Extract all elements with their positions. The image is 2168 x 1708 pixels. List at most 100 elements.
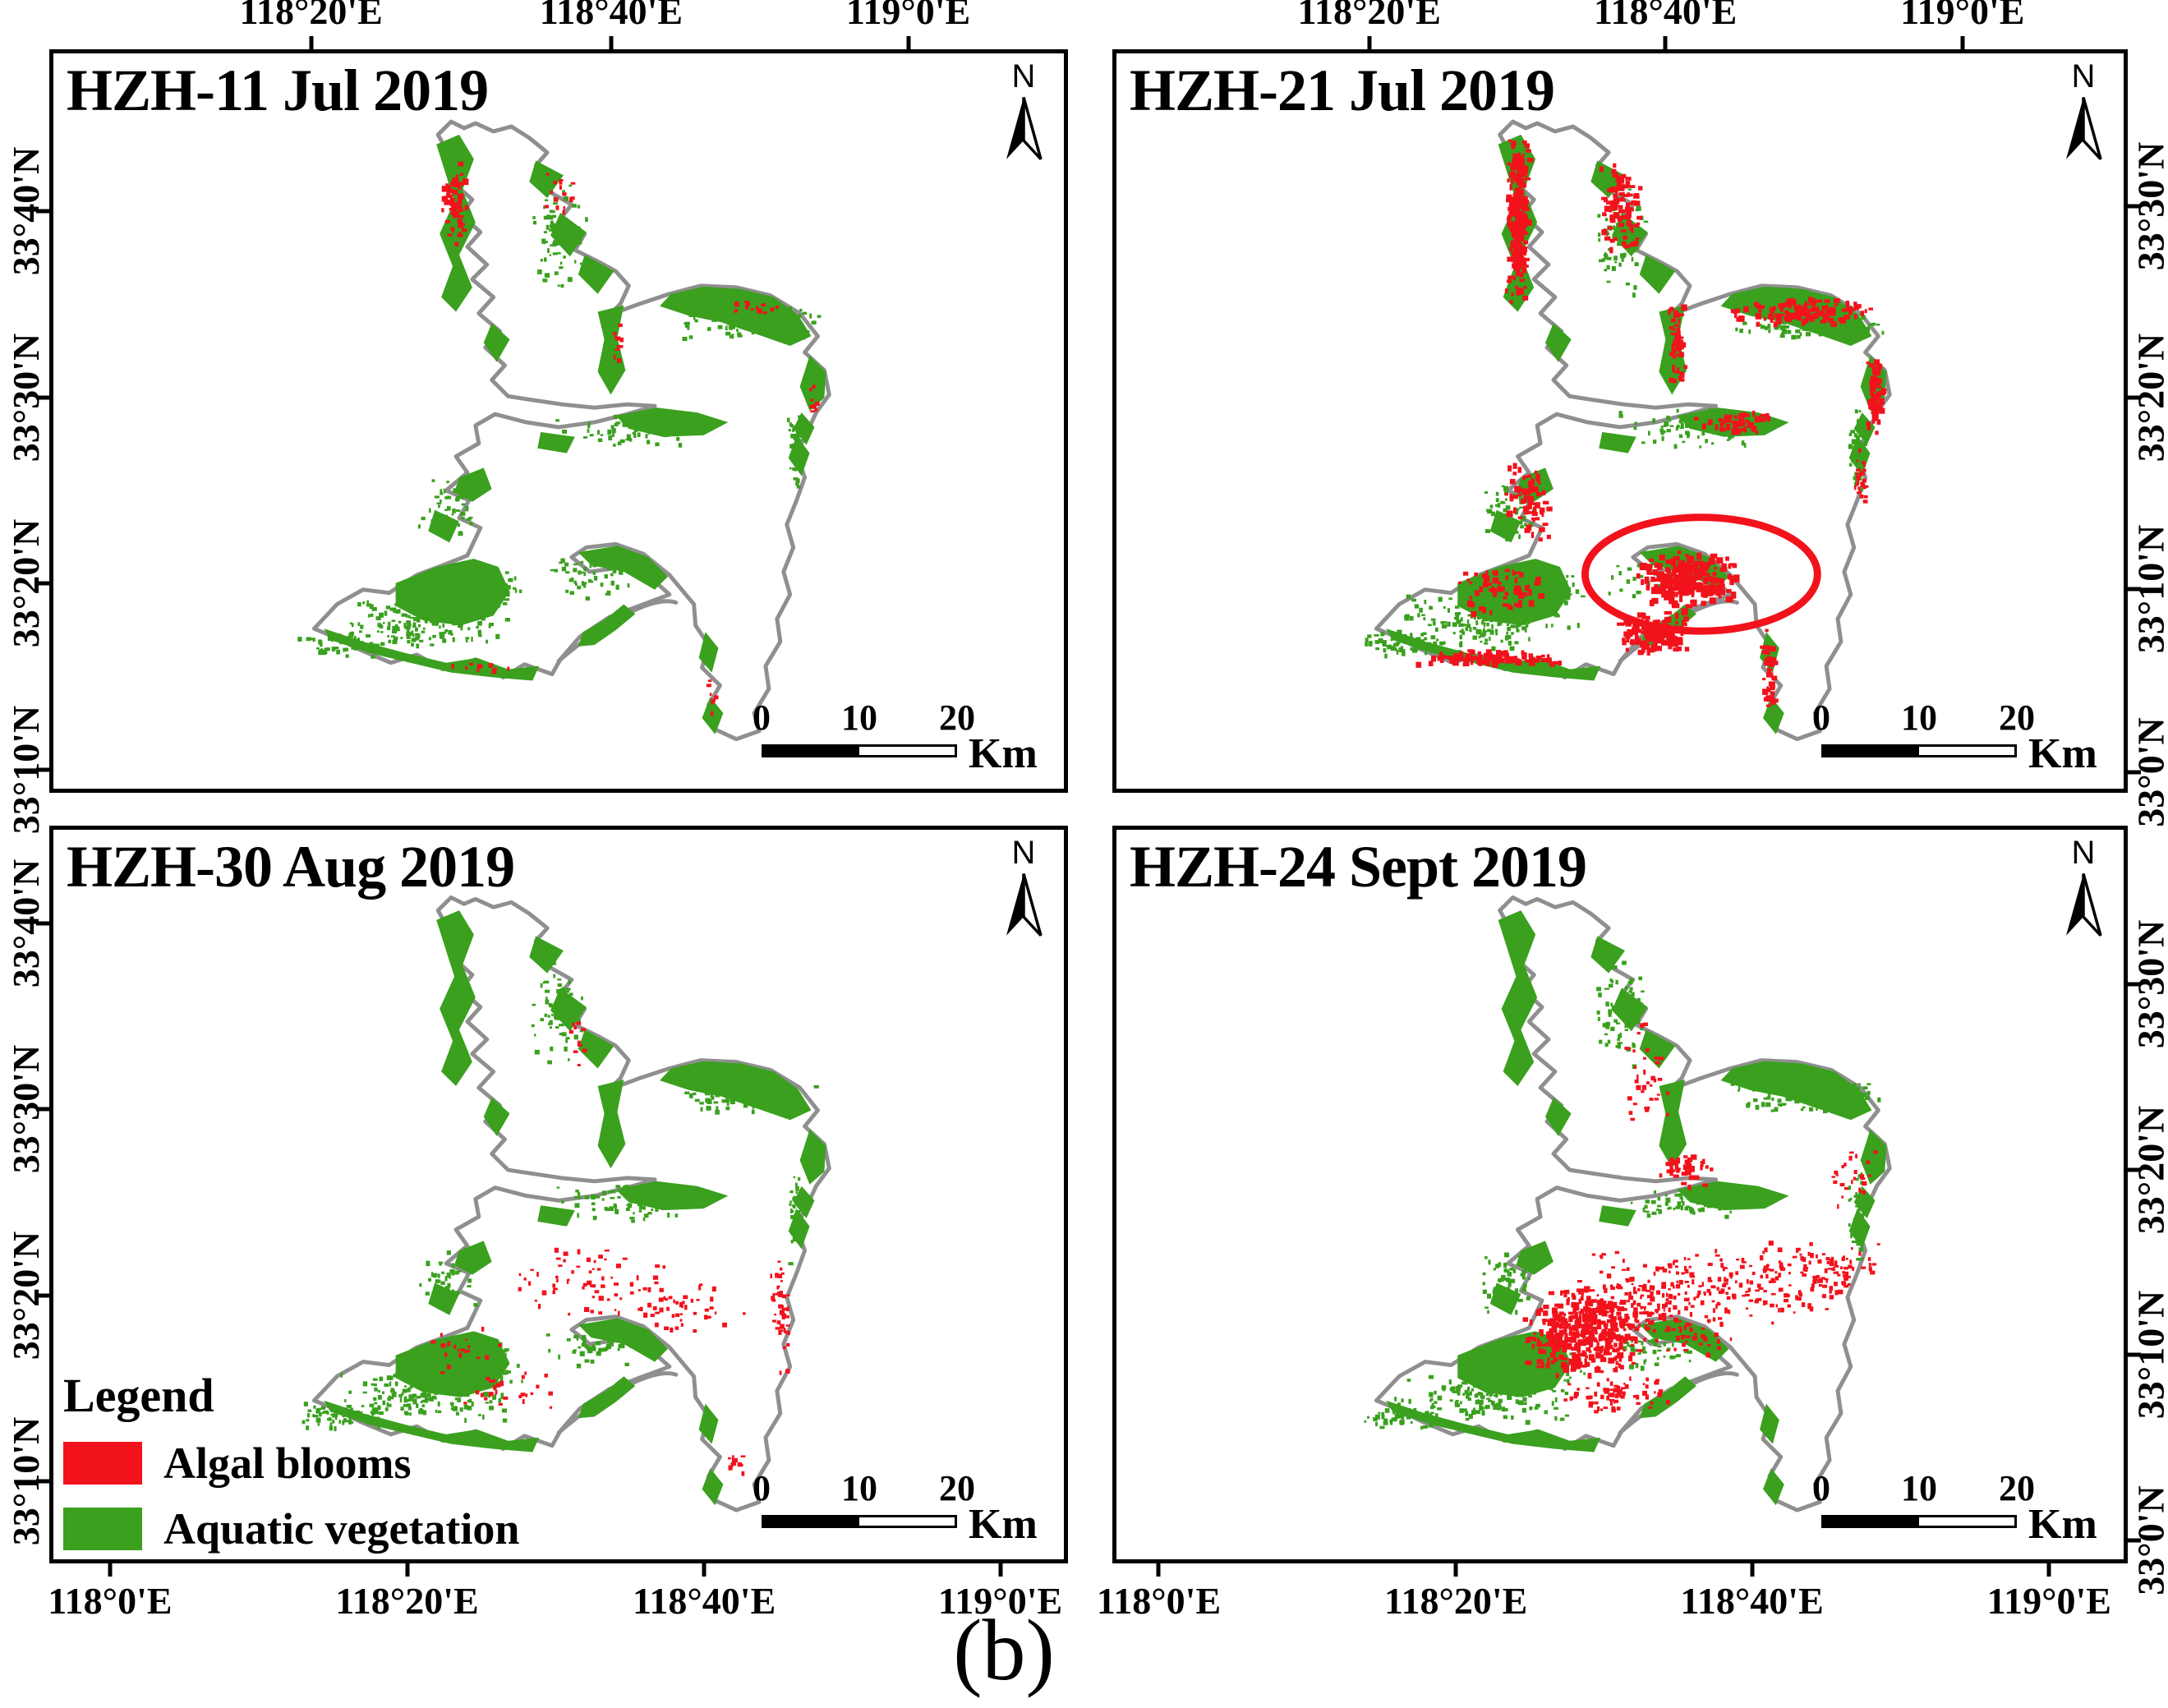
axis-tick xyxy=(1453,1559,1458,1577)
map-panel: HZH-11 Jul 2019 N 0 10 20 Km 118°20'E 118… xyxy=(5,0,1068,834)
axis-tick xyxy=(36,767,53,772)
north-arrow-icon xyxy=(2066,873,2102,937)
scale-tick-label: 0 xyxy=(1812,1468,1830,1508)
lake-outline xyxy=(1376,897,1890,1510)
axis-tick xyxy=(36,1479,53,1484)
scale-bar: 0 10 20 Km xyxy=(753,700,1041,776)
vegetation-speckle-layer xyxy=(1365,179,1885,659)
vegetation-speckle-layer xyxy=(297,184,822,659)
axis-tick xyxy=(108,1559,113,1577)
lake-outline xyxy=(1376,122,1890,739)
map-svg xyxy=(1364,830,2124,1559)
algal-bloom-layer xyxy=(441,161,820,716)
axis-tick xyxy=(2124,395,2141,400)
panel-title: HZH-30 Aug 2019 xyxy=(67,834,515,900)
axis-tick xyxy=(702,1559,707,1577)
axis-tick-label: 118°40'E xyxy=(539,0,684,32)
axis-tick xyxy=(609,36,614,53)
scale-bar-track xyxy=(1821,1515,2017,1528)
legend-item-label: Aquatic vegetation xyxy=(163,1504,520,1554)
axis-tick xyxy=(2124,982,2141,987)
axis-tick xyxy=(1750,1559,1755,1577)
scale-tick-label: 10 xyxy=(841,1468,877,1508)
algal-bloom-layer xyxy=(1522,1022,1880,1414)
vegetation-speckle-layer xyxy=(301,960,819,1432)
legend-swatch-aquatic-vegetation xyxy=(63,1508,142,1550)
map-svg xyxy=(301,830,1064,1559)
axis-tick-label: 118°20'E xyxy=(1297,0,1441,32)
axis-tick xyxy=(36,1107,53,1112)
axis-tick xyxy=(36,395,53,400)
axis-tick-label: 118°40'E xyxy=(1593,0,1738,32)
panel-title: HZH-21 Jul 2019 xyxy=(1130,58,1555,123)
axis-tick xyxy=(2124,587,2141,592)
axis-tick xyxy=(1367,36,1372,53)
axis-tick xyxy=(998,1559,1002,1577)
north-arrow-icon xyxy=(1006,97,1043,160)
scale-bar-track xyxy=(762,1515,957,1528)
axis-tick xyxy=(36,209,53,214)
axis-tick xyxy=(309,36,314,53)
axis-tick xyxy=(36,921,53,926)
compass: N xyxy=(2055,836,2112,940)
map-panel: HZH-21 Jul 2019 N 0 10 20 Km 118°20'E 118… xyxy=(1112,0,2168,827)
legend-swatch-algal-blooms xyxy=(63,1442,142,1485)
compass-label: N xyxy=(2071,835,2096,871)
scale-tick-label: 20 xyxy=(939,697,975,738)
scale-tick-label: 0 xyxy=(753,1468,771,1508)
legend-item: Algal blooms xyxy=(63,1441,519,1485)
map-svg xyxy=(297,53,1064,789)
axis-tick-label: 118°40'E xyxy=(632,1580,776,1622)
north-arrow-icon xyxy=(1006,873,1043,937)
panel-title: HZH-24 Sept 2019 xyxy=(1130,834,1587,900)
scale-bar-unit: Km xyxy=(969,730,1038,777)
legend-title: Legend xyxy=(63,1369,214,1422)
scale-tick-label: 10 xyxy=(841,697,877,738)
compass-label: N xyxy=(1011,835,1036,871)
map-panel: HZH-30 Aug 2019 N Legend Algal blooms Aq… xyxy=(5,826,1068,1620)
scale-tick-label: 0 xyxy=(753,697,771,738)
axis-tick xyxy=(405,1559,409,1577)
compass-label: N xyxy=(1011,58,1036,94)
axis-tick-label: 119°0'E xyxy=(1900,0,2025,32)
axis-tick xyxy=(36,1293,53,1298)
panel-title: HZH-11 Jul 2019 xyxy=(67,58,489,123)
axis-tick xyxy=(2124,1352,2141,1357)
map-svg xyxy=(1365,53,2124,789)
algal-bloom-layer xyxy=(430,1021,791,1476)
axis-tick xyxy=(1960,36,1965,53)
axis-tick xyxy=(2046,1559,2051,1577)
scale-bar: 0 10 20 Km xyxy=(1812,700,2101,776)
scale-bar-track xyxy=(1821,744,2017,757)
axis-tick xyxy=(2124,1167,2141,1172)
axis-tick-label: 119°0'E xyxy=(845,0,971,32)
axis-tick-label: 118°0'E xyxy=(1096,1580,1222,1622)
axis-tick xyxy=(1156,1559,1161,1577)
scale-bar-track xyxy=(762,744,957,757)
north-arrow-icon xyxy=(2066,97,2102,160)
axis-tick-label: 118°40'E xyxy=(1680,1580,1824,1622)
compass: N xyxy=(2055,60,2112,163)
axis-tick-label: 118°0'E xyxy=(48,1580,173,1622)
shoreline-dike xyxy=(556,1371,679,1435)
legend-item: Aquatic vegetation xyxy=(63,1507,519,1551)
axis-tick xyxy=(906,36,911,53)
axis-tick xyxy=(2124,204,2141,209)
scale-tick-label: 20 xyxy=(939,1468,975,1508)
compass: N xyxy=(995,60,1052,163)
scale-bar-unit: Km xyxy=(2028,730,2097,777)
map-panel: HZH-24 Sept 2019 N 0 10 20 Km 118°0'E 118… xyxy=(1097,826,2168,1620)
legend: Legend Algal blooms Aquatic vegetation xyxy=(63,1372,519,1551)
algal-bloom-layer xyxy=(1415,139,1887,707)
scale-tick-label: 0 xyxy=(1812,697,1830,738)
annotation-ellipse xyxy=(1581,513,1821,635)
axis-tick-label: 118°20'E xyxy=(335,1580,479,1622)
scale-tick-label: 20 xyxy=(1999,1468,2035,1508)
scale-bar: 0 10 20 Km xyxy=(1812,1471,2101,1546)
scale-bar-unit: Km xyxy=(2028,1501,2097,1548)
axis-tick-label: 118°20'E xyxy=(239,0,383,32)
axis-tick xyxy=(1663,36,1668,53)
axis-tick xyxy=(36,581,53,586)
axis-tick xyxy=(2124,770,2141,775)
compass: N xyxy=(995,836,1052,940)
